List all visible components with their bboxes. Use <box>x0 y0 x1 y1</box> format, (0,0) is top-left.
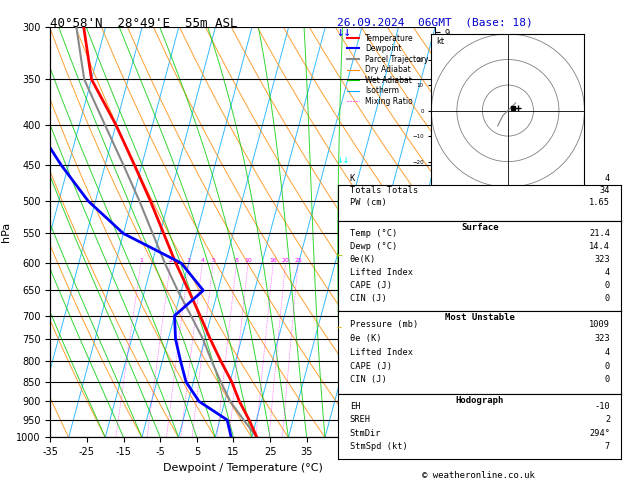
Text: SREH: SREH <box>350 416 370 424</box>
Text: 21.4: 21.4 <box>589 229 610 239</box>
Y-axis label: km
ASL: km ASL <box>467 232 483 251</box>
Text: 25: 25 <box>294 258 302 263</box>
Text: Most Unstable: Most Unstable <box>445 313 515 322</box>
Text: -10: -10 <box>594 402 610 411</box>
Text: StmSpd (kt): StmSpd (kt) <box>350 442 408 451</box>
Text: 8: 8 <box>235 258 238 263</box>
Text: 0: 0 <box>605 375 610 384</box>
Text: ←: ← <box>337 324 342 332</box>
Text: 1009: 1009 <box>589 320 610 330</box>
Text: 1: 1 <box>139 258 143 263</box>
Text: CAPE (J): CAPE (J) <box>350 281 392 290</box>
Text: Lifted Index: Lifted Index <box>350 268 413 277</box>
X-axis label: Dewpoint / Temperature (°C): Dewpoint / Temperature (°C) <box>163 463 323 473</box>
Text: Lifted Index: Lifted Index <box>350 348 413 357</box>
Text: 14.4: 14.4 <box>589 243 610 251</box>
Text: 20: 20 <box>282 258 289 263</box>
Text: Pressure (mb): Pressure (mb) <box>350 320 418 330</box>
Text: kt: kt <box>437 37 445 46</box>
Text: K: K <box>350 174 355 183</box>
Text: 323: 323 <box>594 334 610 343</box>
Text: ←: ← <box>337 250 342 260</box>
Text: Temp (°C): Temp (°C) <box>350 229 397 239</box>
Text: 4: 4 <box>605 268 610 277</box>
Text: CAPE (J): CAPE (J) <box>350 362 392 371</box>
Text: 7: 7 <box>605 442 610 451</box>
Text: ↓↓: ↓↓ <box>337 26 352 39</box>
Text: 294°: 294° <box>589 429 610 437</box>
Text: CIN (J): CIN (J) <box>350 375 386 384</box>
Text: 4: 4 <box>605 348 610 357</box>
Y-axis label: hPa: hPa <box>1 222 11 242</box>
Text: Hodograph: Hodograph <box>456 396 504 405</box>
Text: 2: 2 <box>169 258 172 263</box>
Text: © weatheronline.co.uk: © weatheronline.co.uk <box>421 471 535 480</box>
Text: 10: 10 <box>244 258 252 263</box>
Text: CIN (J): CIN (J) <box>350 294 386 303</box>
Text: 4: 4 <box>605 174 610 183</box>
Text: 1.65: 1.65 <box>589 198 610 208</box>
Text: StmDir: StmDir <box>350 429 381 437</box>
Text: 0: 0 <box>605 362 610 371</box>
Text: 0: 0 <box>605 294 610 303</box>
Text: PW (cm): PW (cm) <box>350 198 386 208</box>
Legend: Temperature, Dewpoint, Parcel Trajectory, Dry Adiabat, Wet Adiabat, Isotherm, Mi: Temperature, Dewpoint, Parcel Trajectory… <box>344 31 431 109</box>
Text: 40°58'N  28°49'E  55m ASL: 40°58'N 28°49'E 55m ASL <box>50 17 238 30</box>
Text: 2: 2 <box>605 416 610 424</box>
Text: θe (K): θe (K) <box>350 334 381 343</box>
Text: 26.09.2024  06GMT  (Base: 18): 26.09.2024 06GMT (Base: 18) <box>337 17 532 27</box>
Text: Dewp (°C): Dewp (°C) <box>350 243 397 251</box>
Text: 16: 16 <box>269 258 277 263</box>
Text: θe(K): θe(K) <box>350 255 376 264</box>
Text: 4: 4 <box>201 258 204 263</box>
Text: Mixing Ratio (g/kg): Mixing Ratio (g/kg) <box>462 195 470 269</box>
Text: 34: 34 <box>599 186 610 195</box>
Text: 3: 3 <box>187 258 191 263</box>
Text: 0: 0 <box>605 281 610 290</box>
Text: Totals Totals: Totals Totals <box>350 186 418 195</box>
Text: ↓↓: ↓↓ <box>337 155 350 165</box>
Text: 5: 5 <box>211 258 215 263</box>
Text: 323: 323 <box>594 255 610 264</box>
Text: EH: EH <box>350 402 360 411</box>
Text: Surface: Surface <box>461 223 499 232</box>
Text: 1LCL: 1LCL <box>435 420 452 426</box>
